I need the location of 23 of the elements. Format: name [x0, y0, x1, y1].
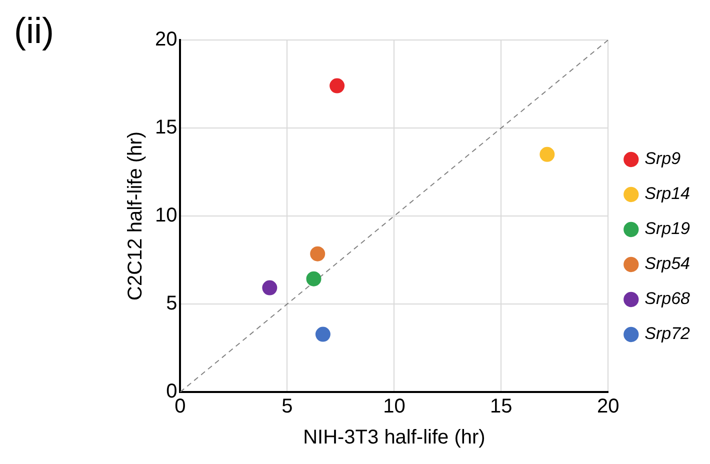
point	[310, 246, 326, 262]
chart-title: (ii)	[14, 10, 54, 52]
y-tick-label: 5	[166, 292, 178, 315]
point	[540, 146, 555, 162]
y-tick-label: 10	[154, 204, 178, 227]
legend-label: Srp72	[644, 324, 691, 344]
legend-label: Srp68	[644, 289, 691, 308]
legend-label: Srp54	[644, 254, 690, 274]
point	[315, 326, 330, 342]
x-tick-label: 10	[383, 396, 406, 418]
legend-label: Srp9	[644, 149, 682, 168]
point	[306, 271, 322, 286]
y-axis-title: C2C12 half-life (hr)	[124, 132, 147, 300]
point	[330, 78, 345, 94]
legend-label: Srp19	[644, 219, 691, 238]
legend-label: Srp14	[644, 184, 690, 204]
x-axis-title: NIH-3T3 half-life (hr)	[303, 426, 486, 449]
x-tick-label: 5	[282, 396, 293, 418]
point	[262, 280, 278, 296]
x-tick-label: 20	[597, 396, 620, 418]
x-tick-label: 15	[490, 396, 512, 418]
y-tick-label: 15	[154, 116, 178, 139]
y-tick-label: 20	[154, 28, 178, 51]
